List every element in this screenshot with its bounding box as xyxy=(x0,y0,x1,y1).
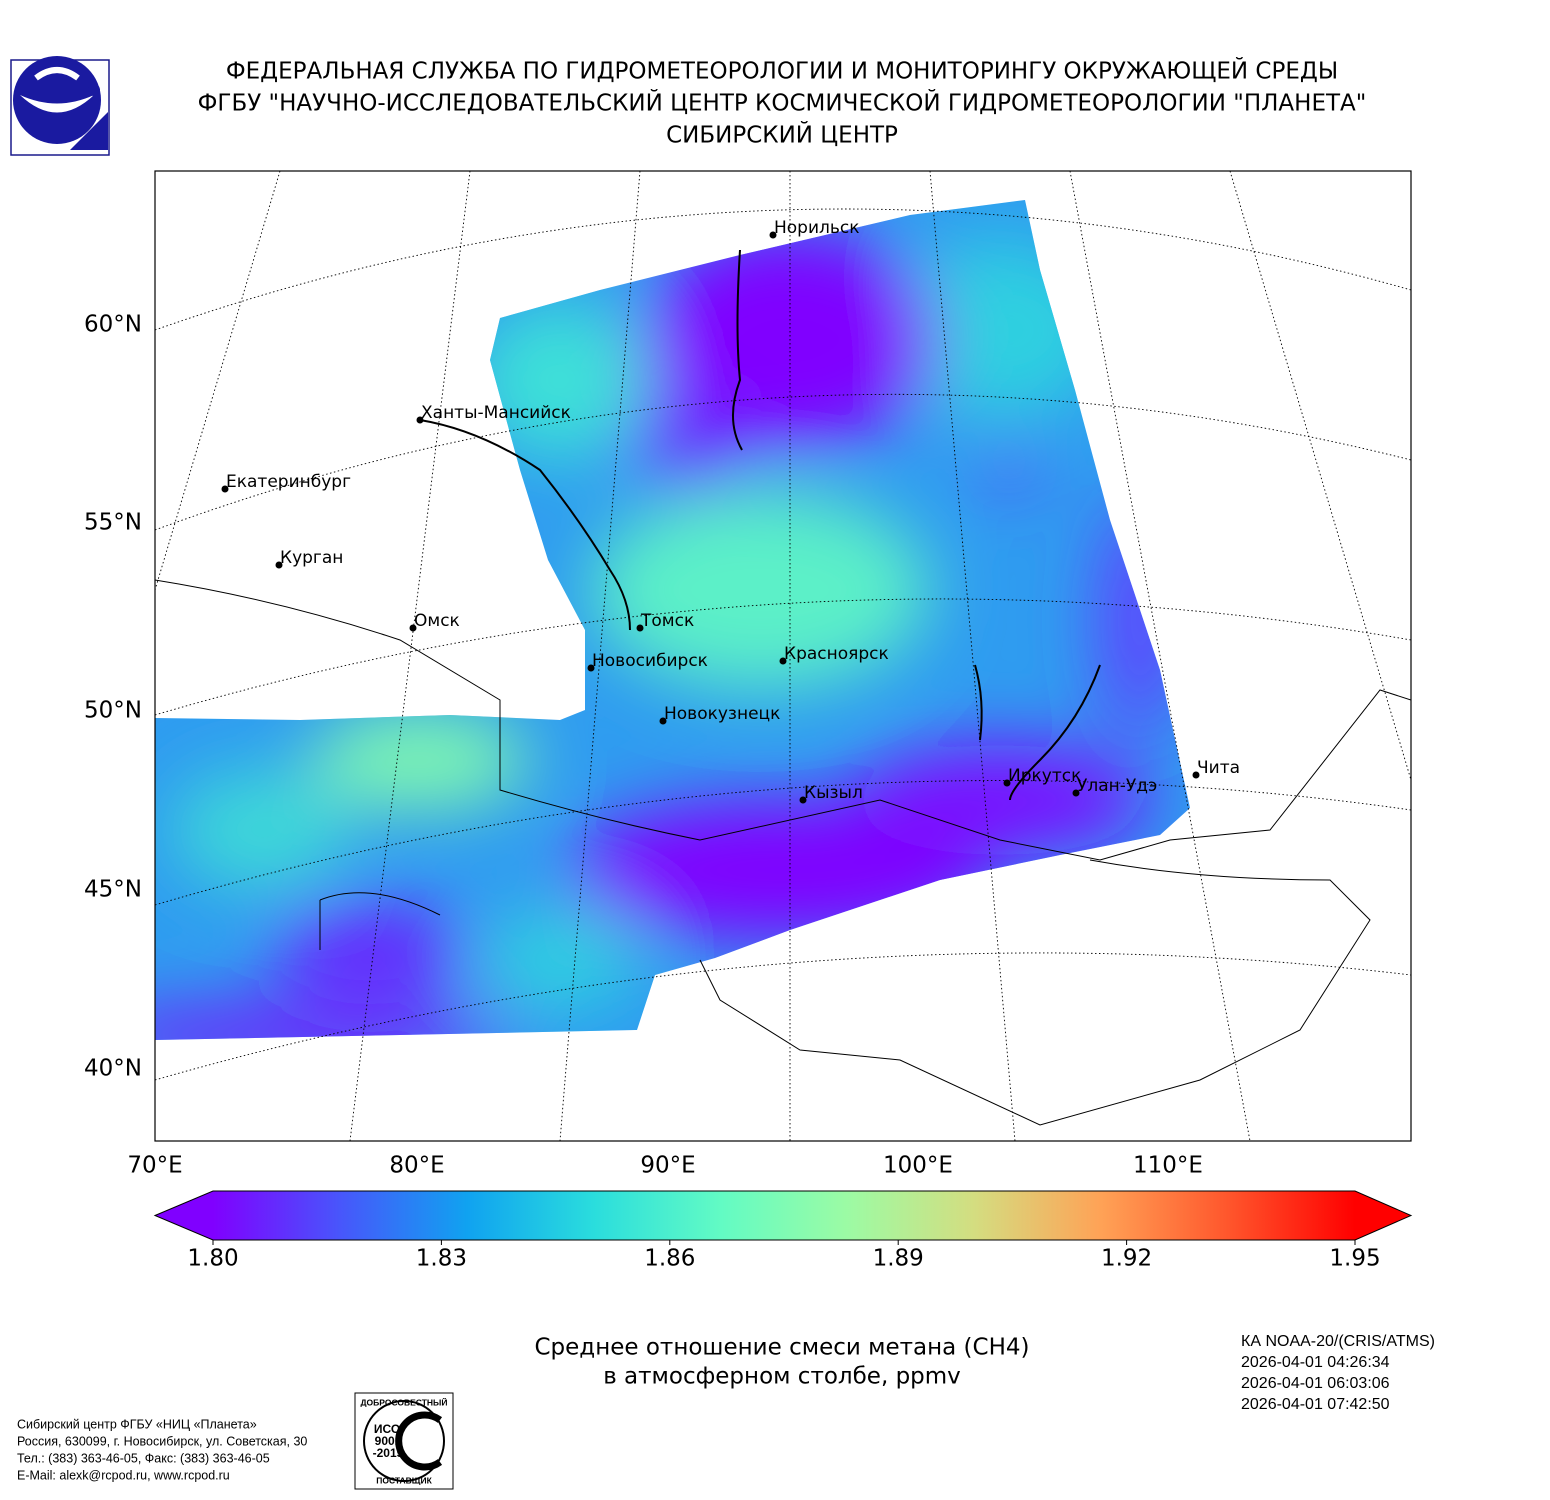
city-label: Новосибирск xyxy=(592,651,708,671)
iso-logo-text: 9001 xyxy=(375,1434,402,1448)
city-dot xyxy=(416,416,424,424)
footer-line: Россия, 630099, г. Новосибирск, ул. Сове… xyxy=(17,1434,307,1448)
iso-logo-text: ДОБРОСОВЕСТНЫЙ xyxy=(361,1396,448,1407)
city-dot xyxy=(1192,771,1200,779)
city-dot xyxy=(1003,779,1011,787)
city-dot xyxy=(409,624,417,632)
city-label: Омск xyxy=(414,611,460,631)
lat-label: 45°N xyxy=(84,877,142,903)
colorbar-tick-label: 1.95 xyxy=(1329,1246,1380,1272)
colorbar-tick-label: 1.80 xyxy=(187,1246,238,1272)
city-label: Кызыл xyxy=(804,783,863,803)
lon-label: 110°E xyxy=(1133,1153,1203,1179)
iso-logo-text: -2015 xyxy=(373,1446,404,1460)
lon-label: 70°E xyxy=(127,1153,182,1179)
city-dot xyxy=(779,657,787,665)
lat-label: 60°N xyxy=(84,312,142,338)
satellite-info: 2026-04-01 07:42:50 xyxy=(1241,1396,1390,1413)
city-dot xyxy=(1072,789,1080,797)
map-field xyxy=(155,171,1411,1141)
iso-logo-text: ПОСТАВЩИК xyxy=(376,1475,432,1485)
borders xyxy=(155,579,1411,1126)
footer-line: Сибирский центр ФГБУ «НИЦ «Планета» xyxy=(17,1417,257,1431)
lat-label: 55°N xyxy=(84,510,142,536)
city-dot xyxy=(221,485,229,493)
colorbar-body xyxy=(213,1191,1355,1240)
lon-label: 80°E xyxy=(389,1153,444,1179)
satellite-info: 2026-04-01 04:26:34 xyxy=(1241,1354,1390,1371)
city-label: Красноярск xyxy=(784,644,889,664)
city-label: Ханты-Мансийск xyxy=(421,403,571,423)
city-dot xyxy=(275,561,283,569)
header-line: ФГБУ "НАУЧНО-ИССЛЕДОВАТЕЛЬСКИЙ ЦЕНТР КОС… xyxy=(198,89,1367,117)
colorbar-extend-max xyxy=(1355,1191,1411,1240)
city-label: Иркутск xyxy=(1008,766,1081,786)
lon-label: 90°E xyxy=(640,1153,695,1179)
city-label: Чита xyxy=(1197,758,1240,778)
graticule xyxy=(155,171,1411,1141)
colorbar-tick-label: 1.86 xyxy=(644,1246,695,1272)
header-line: СИБИРСКИЙ ЦЕНТР xyxy=(666,121,898,149)
colorbar-tick-label: 1.89 xyxy=(873,1246,924,1272)
colorbar-tick-label: 1.92 xyxy=(1101,1246,1152,1272)
lon-label: 100°E xyxy=(883,1153,953,1179)
city-label: Улан-Удэ xyxy=(1077,776,1157,796)
footer-line: E-Mail: alexk@rcpod.ru, www.rcpod.ru xyxy=(17,1468,230,1482)
city-label: Екатеринбург xyxy=(226,472,351,492)
rivers xyxy=(419,249,1101,801)
caption: в атмосферном столбе, ppmv xyxy=(603,1364,961,1390)
footer-line: Тел.: (383) 363-46-05, Факс: (383) 363-4… xyxy=(17,1451,270,1465)
city-dot xyxy=(799,796,807,804)
header-line: ФЕДЕРАЛЬНАЯ СЛУЖБА ПО ГИДРОМЕТЕОРОЛОГИИ … xyxy=(226,57,1338,85)
logo xyxy=(10,56,110,156)
map-frame xyxy=(154,170,1412,1142)
colorbar: 1.80 1.83 1.86 1.89 1.92 1.95 xyxy=(153,1190,1413,1272)
city-dot xyxy=(636,624,644,632)
iso-logo-frame xyxy=(354,1392,454,1490)
city-label: Новокузнецк xyxy=(664,704,780,724)
lat-label: 50°N xyxy=(84,698,142,724)
satellite-info: КА NOAA-20/(CRIS/ATMS) xyxy=(1241,1333,1435,1350)
lat-label: 40°N xyxy=(84,1056,142,1082)
iso-logo-ring xyxy=(363,1400,445,1482)
satellite-info: 2026-04-01 06:03:06 xyxy=(1241,1375,1390,1392)
iso-logo-text: ИСО xyxy=(374,1422,400,1436)
city-label: Курган xyxy=(280,548,343,568)
colorbar-tick-label: 1.83 xyxy=(416,1246,467,1272)
iso-logo-c xyxy=(395,1411,443,1471)
city-dot xyxy=(659,717,667,725)
colorbar-extend-min xyxy=(155,1191,213,1240)
city-dot xyxy=(769,231,777,239)
city-dot xyxy=(587,664,595,672)
city-label: Норильск xyxy=(774,218,860,238)
city-label: Томск xyxy=(640,611,694,631)
caption: Среднее отношение смеси метана (CH4) xyxy=(534,1335,1029,1361)
